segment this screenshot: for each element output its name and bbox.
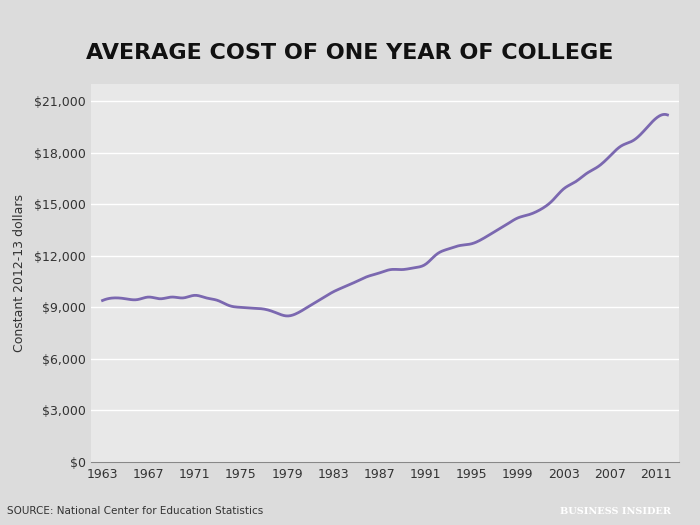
- Y-axis label: Constant 2012-13 dollars: Constant 2012-13 dollars: [13, 194, 26, 352]
- Text: BUSINESS INSIDER: BUSINESS INSIDER: [561, 507, 671, 516]
- Text: SOURCE: National Center for Education Statistics: SOURCE: National Center for Education St…: [7, 506, 263, 516]
- Text: AVERAGE COST OF ONE YEAR OF COLLEGE: AVERAGE COST OF ONE YEAR OF COLLEGE: [86, 43, 614, 63]
